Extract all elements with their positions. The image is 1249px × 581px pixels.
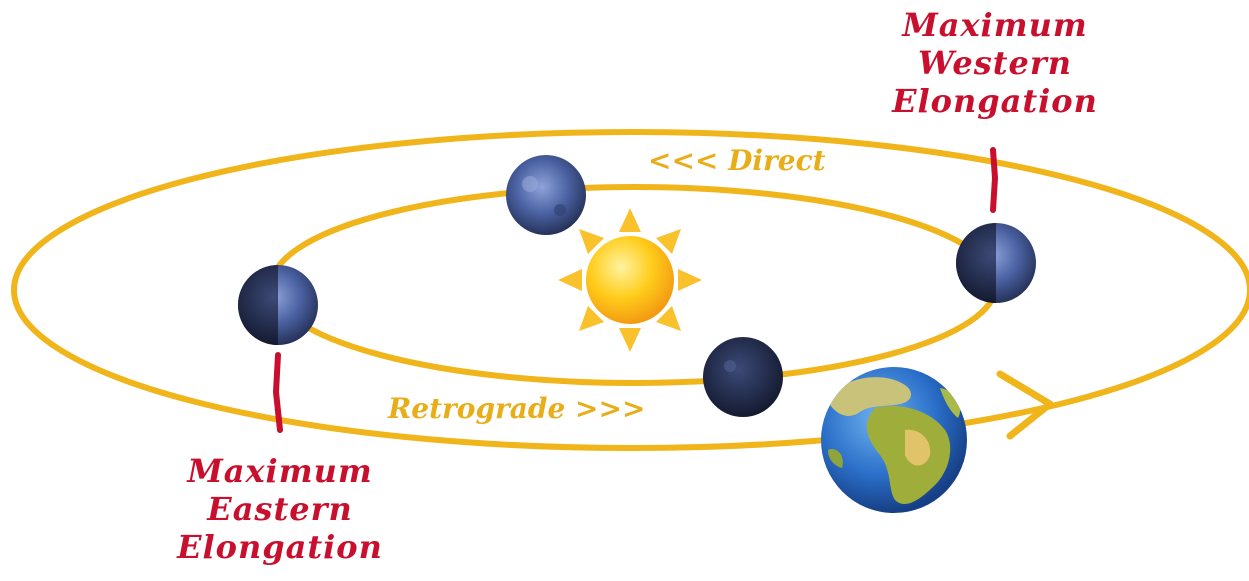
mercury-icon xyxy=(956,223,1036,303)
eastern-elongation-label: Maximum Eastern Elongation xyxy=(160,452,400,566)
earth-orbit xyxy=(11,129,1249,451)
direct-motion-label: <<< Direct xyxy=(648,144,826,177)
mercury-icon xyxy=(506,155,586,235)
western-label-line-3: Elongation xyxy=(892,82,1098,120)
western-label-line-1: Maximum xyxy=(902,6,1088,44)
eastern-label-line-1: Maximum xyxy=(187,452,373,490)
retrograde-motion-label: Retrograde >>> xyxy=(388,392,646,425)
sun-icon xyxy=(558,208,702,352)
mercury-icon xyxy=(703,337,783,417)
western-elongation-label: Maximum Western Elongation xyxy=(880,6,1110,120)
western-elongation-marker xyxy=(990,147,999,213)
eastern-elongation-marker xyxy=(272,352,283,433)
eastern-label-line-2: Eastern xyxy=(207,490,353,528)
orbit-direction-arrow-icon xyxy=(996,370,1054,440)
western-label-line-2: Western xyxy=(918,44,1072,82)
eastern-label-line-3: Elongation xyxy=(177,528,383,566)
earth-icon xyxy=(821,367,967,513)
mercury-icon xyxy=(238,265,318,345)
